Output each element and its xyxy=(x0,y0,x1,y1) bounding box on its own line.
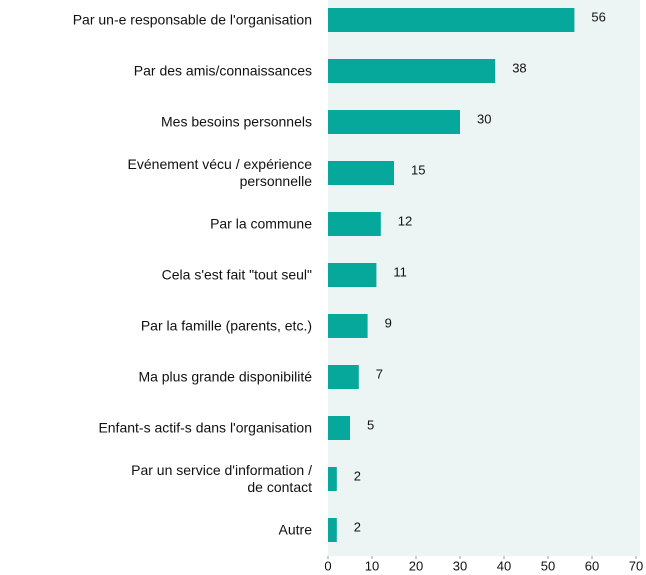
category-label: Enfant-s actif-s dans l'organisation xyxy=(98,419,312,436)
category-label: Par la famille (parents, etc.) xyxy=(140,317,312,334)
x-tick-label: 70 xyxy=(629,558,643,573)
bar xyxy=(328,314,368,338)
x-tick-label: 30 xyxy=(453,558,467,573)
category-label: Autre xyxy=(278,521,312,538)
category-label: Mes besoins personnels xyxy=(161,113,312,130)
value-label: 5 xyxy=(367,417,374,432)
category-label: Ma plus grande disponibilité xyxy=(138,368,312,385)
x-tick-label: 50 xyxy=(541,558,555,573)
bar xyxy=(328,365,359,389)
category-label: Evénement vécu / expérience personnelle xyxy=(127,156,312,189)
bar xyxy=(328,212,381,236)
bar xyxy=(328,467,337,491)
category-label: Par un service d'information / de contac… xyxy=(131,462,312,495)
bar xyxy=(328,263,377,287)
value-label: 7 xyxy=(376,366,383,381)
bar xyxy=(328,518,337,542)
bar xyxy=(328,110,460,134)
category-label: Par un-e responsable de l'organisation xyxy=(72,11,312,28)
value-label: 12 xyxy=(398,213,412,228)
category-label: Par la commune xyxy=(210,215,312,232)
bar xyxy=(328,59,496,83)
x-tick-label: 20 xyxy=(409,558,423,573)
x-tick-label: 40 xyxy=(497,558,511,573)
x-tick-label: 0 xyxy=(324,558,331,573)
category-label: Par des amis/connaissances xyxy=(133,62,312,79)
x-tick-label: 60 xyxy=(585,558,599,573)
bar xyxy=(328,8,575,32)
value-label: 56 xyxy=(591,9,605,24)
x-tick-label: 10 xyxy=(365,558,379,573)
bar xyxy=(328,416,350,440)
value-label: 11 xyxy=(393,264,407,279)
plot-background xyxy=(328,0,640,556)
value-label: 15 xyxy=(411,162,425,177)
category-label: Cela s'est fait "tout seul" xyxy=(161,266,312,283)
value-label: 38 xyxy=(512,60,526,75)
bar xyxy=(328,161,394,185)
value-label: 30 xyxy=(477,111,491,126)
value-label: 2 xyxy=(354,468,361,483)
value-label: 2 xyxy=(354,519,361,534)
value-label: 9 xyxy=(385,315,392,330)
